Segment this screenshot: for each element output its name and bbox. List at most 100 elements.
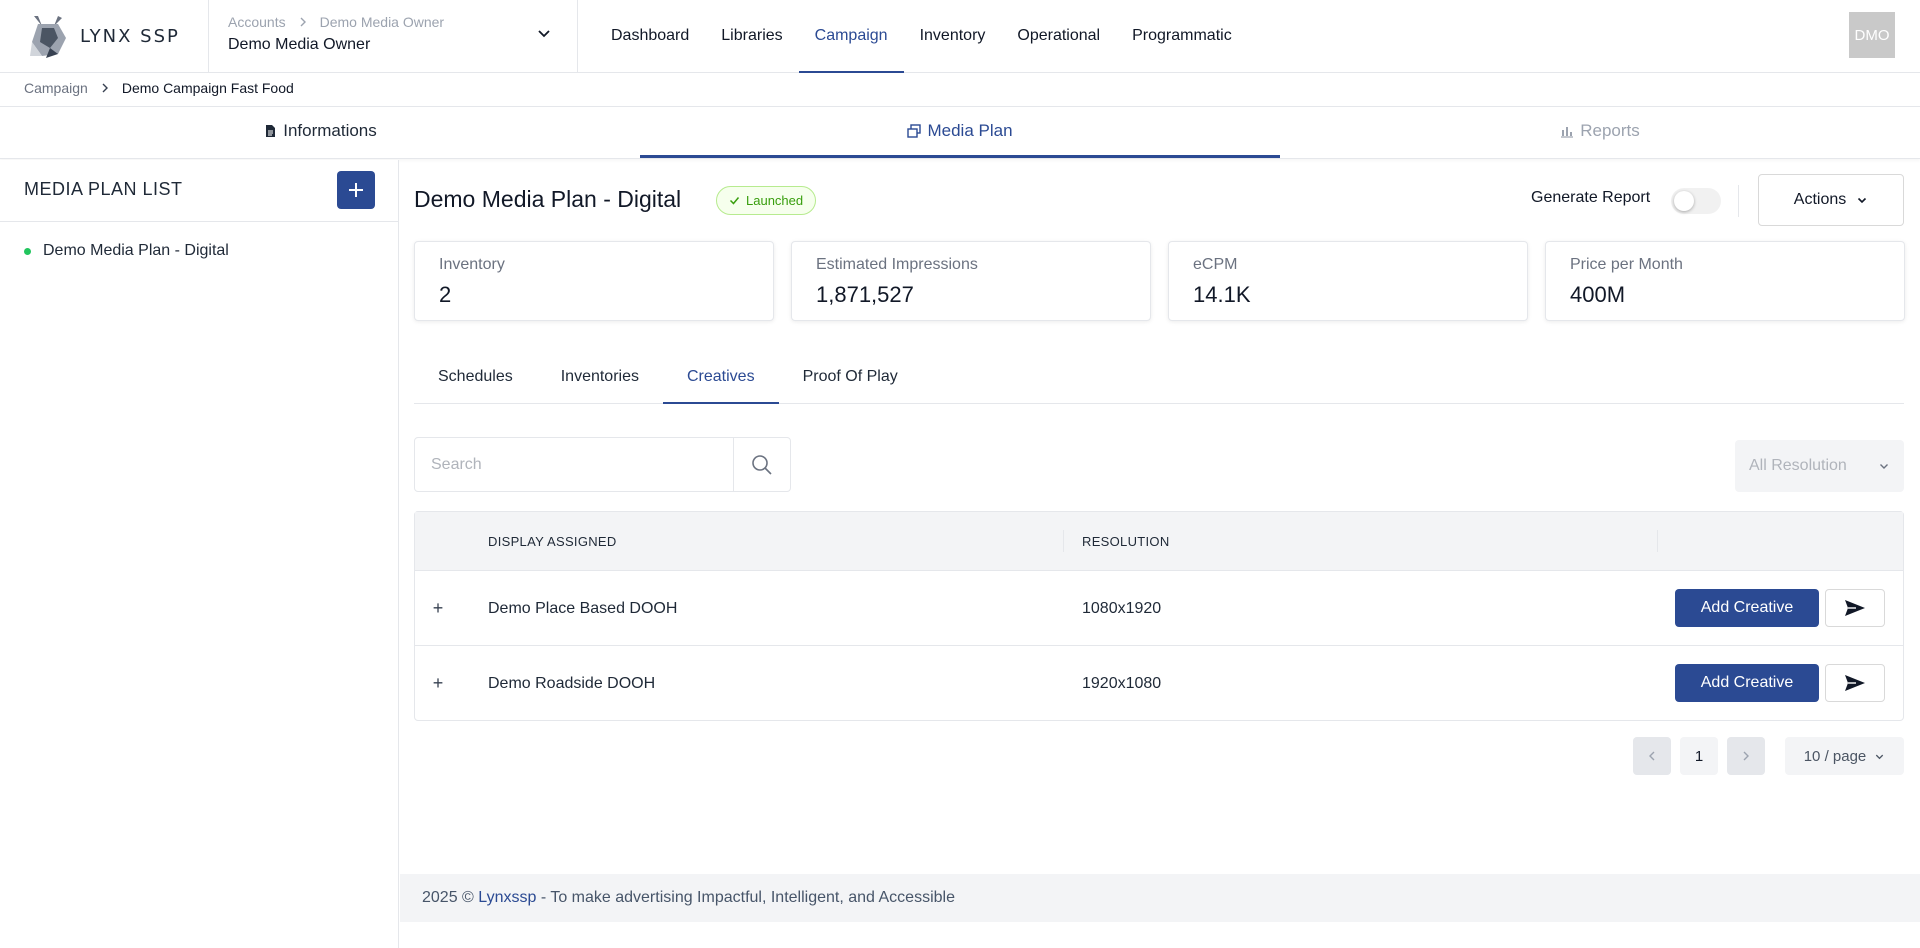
send-button[interactable]	[1825, 664, 1885, 702]
account-crumb-current: Demo Media Owner	[319, 14, 445, 30]
add-media-plan-button[interactable]	[337, 171, 375, 209]
account-name: Demo Media Owner	[228, 36, 371, 53]
nav-inventory[interactable]: Inventory	[919, 26, 986, 44]
tab-proof-of-play[interactable]: Proof Of Play	[802, 368, 898, 385]
stat-card-estimated-impressions: Estimated Impressions 1,871,527	[791, 241, 1151, 321]
chevron-left-icon	[1649, 751, 1655, 761]
resolution-select-value: All Resolution	[1749, 457, 1847, 474]
stat-value: 14.1K	[1193, 282, 1251, 307]
footer-brand-link[interactable]: Lynxssp	[478, 889, 537, 906]
table-header: DISPLAY ASSIGNED RESOLUTION	[415, 512, 1903, 571]
nav-libraries[interactable]: Libraries	[721, 26, 783, 44]
chevron-right-icon	[102, 83, 108, 93]
actions-dropdown-button[interactable]: Actions	[1758, 174, 1904, 226]
chevron-down-icon	[1880, 464, 1888, 469]
main-nav: Dashboard Libraries Campaign Inventory O…	[595, 0, 1248, 73]
column-divider	[1063, 530, 1064, 552]
tab-media-plan[interactable]: Media Plan	[640, 107, 1280, 158]
page-size-select[interactable]: 10 / page	[1785, 737, 1904, 775]
top-header: LYNX SSP Accounts Demo Media Owner Demo …	[0, 0, 1920, 73]
sidebar-item-label: Demo Media Plan - Digital	[43, 242, 229, 259]
column-header-resolution: RESOLUTION	[1082, 534, 1170, 549]
sidebar-title: MEDIA PLAN LIST	[24, 179, 183, 199]
footer-tagline: - To make advertising Impactful, Intelli…	[536, 889, 955, 906]
plus-icon	[349, 183, 363, 197]
column-divider	[1657, 530, 1658, 552]
add-creative-button[interactable]: Add Creative	[1675, 589, 1819, 627]
stat-value: 2	[439, 282, 452, 307]
nav-dashboard[interactable]: Dashboard	[611, 26, 690, 44]
search-input[interactable]	[415, 438, 733, 491]
sidebar-header: MEDIA PLAN LIST	[0, 160, 398, 222]
check-icon	[729, 197, 740, 205]
stat-label: Price per Month	[1570, 256, 1683, 273]
lynx-logo-icon	[30, 16, 66, 58]
tab-informations-label: Informations	[283, 121, 377, 140]
expand-row-icon[interactable]: +	[432, 598, 444, 618]
send-icon	[1845, 600, 1865, 616]
generate-report-toggle[interactable]	[1671, 188, 1721, 214]
divider	[1738, 185, 1739, 217]
brand-name: LYNX SSP	[80, 25, 180, 47]
breadcrumb-current: Demo Campaign Fast Food	[121, 80, 294, 96]
page-title: Demo Media Plan - Digital	[414, 186, 682, 212]
tab-schedules[interactable]: Schedules	[438, 368, 513, 385]
expand-row-icon[interactable]: +	[432, 673, 444, 693]
account-switcher[interactable]: Accounts Demo Media Owner Demo Media Own…	[208, 0, 578, 73]
actions-label: Actions	[1793, 191, 1847, 208]
next-page-button[interactable]	[1727, 737, 1765, 775]
footer-prefix: 2025 ©	[422, 889, 479, 906]
resolution-cell: 1080x1920	[1082, 599, 1162, 617]
chevron-down-icon	[1858, 197, 1867, 204]
tab-inventories[interactable]: Inventories	[560, 368, 639, 385]
chevron-down-icon	[1876, 754, 1884, 759]
toggle-knob	[1674, 191, 1694, 211]
chevron-down-icon[interactable]	[535, 24, 553, 42]
table-row: + Demo Roadside DOOH 1920x1080 Add Creat…	[415, 646, 1903, 721]
breadcrumb-campaign[interactable]: Campaign	[24, 80, 88, 96]
nav-campaign[interactable]: Campaign	[798, 0, 904, 73]
prev-page-button[interactable]	[1633, 737, 1671, 775]
tab-creatives[interactable]: Creatives	[662, 352, 779, 404]
stat-label: Inventory	[439, 256, 505, 273]
stat-value: 400M	[1570, 282, 1626, 307]
display-cell: Demo Place Based DOOH	[488, 599, 678, 617]
bar-chart-icon	[1561, 127, 1574, 138]
tab-media-plan-label: Media Plan	[927, 121, 1013, 140]
account-crumb-root[interactable]: Accounts	[228, 14, 286, 30]
copy-icon	[907, 124, 922, 138]
nav-operational[interactable]: Operational	[1017, 26, 1101, 44]
send-button[interactable]	[1825, 589, 1885, 627]
stat-card-inventory: Inventory 2	[414, 241, 774, 321]
status-badge: Launched	[716, 186, 817, 215]
status-badge-label: Launched	[746, 193, 804, 208]
stat-label: eCPM	[1193, 256, 1238, 273]
tab-reports-label: Reports	[1580, 121, 1640, 140]
stat-card-ecpm: eCPM 14.1K	[1168, 241, 1528, 321]
table-row: + Demo Place Based DOOH 1080x1920 Add Cr…	[415, 571, 1903, 646]
tab-reports[interactable]: Reports	[1280, 107, 1920, 158]
chevron-right-icon	[1743, 751, 1749, 761]
column-header-display: DISPLAY ASSIGNED	[488, 534, 617, 549]
generate-report-label: Generate Report	[1531, 189, 1651, 206]
page-number[interactable]: 1	[1680, 737, 1718, 775]
sidebar-item-media-plan[interactable]: Demo Media Plan - Digital	[24, 242, 229, 260]
status-dot-icon	[24, 247, 31, 255]
add-creative-button[interactable]: Add Creative	[1675, 664, 1819, 702]
tab-informations[interactable]: Informations	[0, 107, 640, 158]
footer: 2025 © Lynxssp - To make advertising Imp…	[400, 874, 1920, 922]
media-plan-sidebar: MEDIA PLAN LIST Demo Media Plan - Digita…	[0, 160, 399, 948]
account-breadcrumb: Accounts Demo Media Owner	[228, 14, 444, 30]
page-size-value: 10 / page	[1803, 747, 1867, 765]
search-box	[414, 437, 791, 492]
resolution-select[interactable]: All Resolution	[1735, 440, 1904, 492]
brand-logo[interactable]: LYNX SSP	[28, 12, 180, 60]
user-avatar[interactable]: DMO	[1849, 12, 1895, 58]
divider	[0, 106, 1920, 107]
document-icon	[266, 125, 276, 137]
nav-programmatic[interactable]: Programmatic	[1132, 26, 1232, 44]
display-cell: Demo Roadside DOOH	[488, 674, 656, 692]
stat-label: Estimated Impressions	[816, 256, 978, 273]
search-button[interactable]	[733, 438, 790, 491]
sub-tabs: Schedules Inventories Creatives Proof Of…	[414, 352, 1904, 404]
